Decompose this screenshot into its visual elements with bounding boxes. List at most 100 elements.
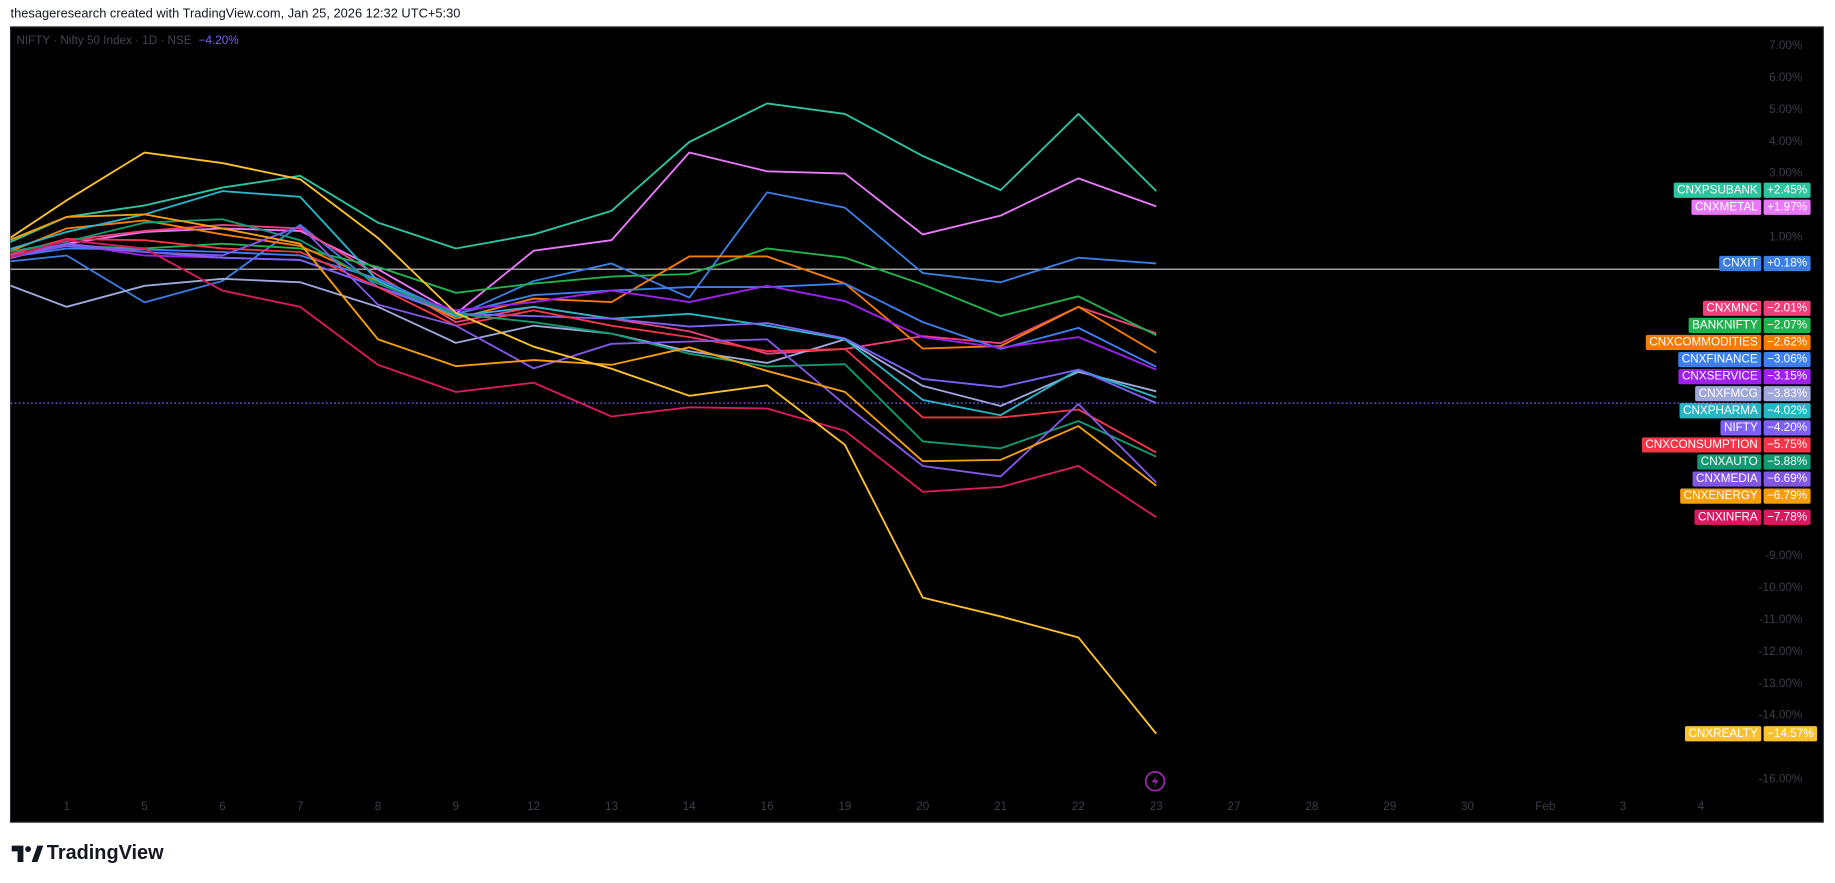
price-label-value-box — [1763, 471, 1811, 487]
price-label: CNXPHARMA −4.02% — [1679, 403, 1811, 419]
price-label-name: CNXMNC — [1706, 301, 1757, 314]
x-tick-label: 4 — [1698, 800, 1705, 813]
price-label-name-box — [1720, 420, 1762, 436]
y-tick-label: -12.00% — [1759, 645, 1803, 658]
price-label-name-box — [1691, 199, 1762, 215]
x-tick-label: 5 — [141, 800, 148, 813]
price-label-value: −6.79% — [1767, 489, 1807, 502]
price-label-value: −3.06% — [1767, 353, 1807, 366]
y-tick-label: -16.00% — [1759, 772, 1803, 785]
y-tick-label: 3.00% — [1769, 167, 1802, 180]
series-line — [10, 219, 1157, 354]
x-tick-label: 22 — [1072, 800, 1085, 813]
price-label-value-box — [1763, 255, 1811, 272]
x-tick-label: 27 — [1228, 800, 1241, 813]
price-label-value: +0.18% — [1767, 257, 1807, 270]
lightning-icon — [1144, 771, 1166, 792]
price-label: CNXFINANCE −3.06% — [1678, 351, 1811, 368]
price-label-value-box — [1763, 454, 1811, 470]
price-label: CNXPSUBANK +2.45% — [1673, 182, 1811, 198]
x-tick-label: 16 — [761, 800, 774, 813]
series-line — [10, 247, 1157, 368]
series-line — [10, 151, 1157, 315]
y-tick-label: -10.00% — [1759, 581, 1803, 594]
price-label: CNXAUTO −5.88% — [1697, 454, 1811, 470]
y-tick-label: -13.00% — [1759, 677, 1803, 690]
y-tick-label: 5.00% — [1769, 103, 1802, 116]
price-label-value: −4.02% — [1767, 404, 1807, 417]
price-label: CNXCOMMODITIES −2.62% — [1645, 334, 1811, 351]
price-label-name: NIFTY — [1724, 421, 1758, 434]
x-tick-label: 12 — [527, 800, 540, 813]
price-label-value-box — [1763, 351, 1811, 368]
price-label-name: CNXAUTO — [1701, 455, 1758, 468]
price-label-name-box — [1673, 182, 1762, 198]
price-label-name: CNXINFRA — [1698, 510, 1758, 523]
price-label-value: −6.69% — [1767, 472, 1807, 485]
price-label-value-box — [1763, 369, 1811, 385]
x-tick-label: 7 — [297, 800, 304, 813]
series-line — [10, 242, 1157, 371]
price-label-name-box — [1641, 437, 1762, 453]
price-label-name-box — [1697, 454, 1762, 470]
price-label-value: −5.75% — [1767, 438, 1807, 451]
brand-name: TradingView — [47, 842, 164, 864]
price-label-name-box — [1719, 255, 1762, 272]
price-label-value: −3.83% — [1767, 387, 1807, 400]
x-tick-label: 1 — [63, 800, 70, 813]
x-tick-label: 9 — [453, 800, 460, 813]
price-label-name: CNXSERVICE — [1682, 370, 1758, 383]
price-label-name: CNXFINANCE — [1682, 353, 1758, 366]
y-tick-label: -9.00% — [1765, 549, 1802, 562]
plot-area — [10, 102, 1757, 735]
y-tick-label: 6.00% — [1769, 71, 1802, 84]
price-label-name: CNXPHARMA — [1683, 404, 1758, 417]
price-label-value: +2.45% — [1767, 183, 1807, 196]
price-label: CNXMEDIA −6.69% — [1692, 471, 1811, 487]
price-label: CNXMNC −2.01% — [1702, 300, 1811, 316]
x-tick-label: 21 — [994, 800, 1007, 813]
series-line — [10, 191, 1157, 318]
series-line — [10, 242, 1157, 337]
price-label: CNXFMCG −3.83% — [1695, 386, 1811, 402]
price-label-value-box — [1763, 726, 1818, 742]
price-label-name-box — [1692, 471, 1762, 487]
x-tick-label: 23 — [1150, 800, 1163, 813]
symbol-change: −4.20% — [199, 34, 239, 47]
price-label-name: CNXMEDIA — [1696, 472, 1758, 485]
price-label: NIFTY −4.20% — [1720, 420, 1811, 436]
price-label: CNXSERVICE −3.15% — [1678, 369, 1811, 385]
price-label-name-box — [1694, 509, 1762, 525]
price-label-name: CNXENERGY — [1684, 489, 1758, 502]
price-label-name: CNXFMCG — [1699, 387, 1758, 400]
price-label: CNXINFRA −7.78% — [1694, 509, 1811, 525]
y-tick-label: 1.00% — [1769, 230, 1802, 243]
price-label: CNXREALTY −14.57% — [1684, 726, 1818, 742]
price-label-value-box — [1763, 300, 1811, 316]
price-label-name-box — [1645, 334, 1762, 351]
series-line — [10, 190, 1157, 417]
x-tick-label: 8 — [375, 800, 382, 813]
price-label-value: −3.15% — [1767, 370, 1807, 383]
x-tick-label: 3 — [1620, 800, 1627, 813]
price-label-name-box — [1695, 386, 1762, 402]
price-label-name: CNXREALTY — [1688, 727, 1758, 740]
price-label-value-box — [1763, 386, 1811, 402]
price-label-name: CNXPSUBANK — [1677, 183, 1758, 196]
price-label-value: −14.57% — [1767, 727, 1813, 740]
price-label-value: −2.62% — [1767, 336, 1807, 349]
price-label-value-box — [1763, 317, 1811, 334]
price-label: CNXIT +0.18% — [1719, 255, 1811, 272]
y-tick-label: 7.00% — [1769, 39, 1802, 52]
price-label-name: BANKNIFTY — [1692, 319, 1758, 332]
price-label-value: −2.01% — [1767, 301, 1807, 314]
series-line — [10, 277, 1157, 407]
y-tick-label: 4.00% — [1769, 135, 1802, 148]
price-label: CNXMETAL +1.97% — [1691, 199, 1811, 215]
price-label: CNXCONSUMPTION −5.75% — [1641, 437, 1811, 453]
price-label-name-box — [1688, 317, 1762, 334]
series-line — [10, 225, 1157, 484]
price-label: CNXENERGY −6.79% — [1680, 488, 1811, 504]
price-label-value-box — [1763, 403, 1811, 419]
